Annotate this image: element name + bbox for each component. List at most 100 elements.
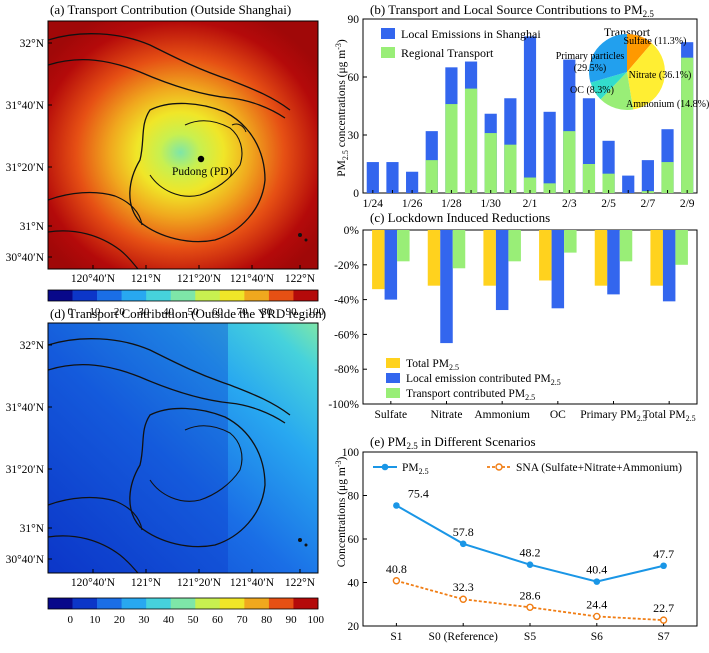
coastline xyxy=(48,33,291,111)
colorbar-swatch xyxy=(170,290,196,301)
pie-label: Ammonium (14.8%) xyxy=(626,99,709,110)
data-label: 40.8 xyxy=(386,562,407,576)
colorbar-swatch xyxy=(121,598,147,609)
map-a: (a) Transport Contribution (Outside Shan… xyxy=(6,2,325,318)
y-tick-label: 60 xyxy=(348,72,360,84)
x-tick-label: 1/24 xyxy=(363,198,384,210)
legend-marker-sna xyxy=(495,463,503,471)
x-tick-label-text: Sulfate xyxy=(375,409,408,421)
legend-label: Local Emissions in Shanghai xyxy=(401,27,541,41)
bar-total xyxy=(650,230,663,286)
bar-local-emissions xyxy=(523,36,537,194)
legend-swatch xyxy=(386,373,400,383)
x-tick-label-text: Primary PM xyxy=(580,409,637,421)
colorbar-swatch xyxy=(170,598,196,609)
colorbar-swatch xyxy=(146,598,172,609)
lat-label: 31°20′N xyxy=(6,162,45,174)
colorbar-tick-label: 50 xyxy=(188,614,200,626)
x-tick-label: 2/1 xyxy=(523,198,538,210)
colorbar-swatch xyxy=(97,290,122,301)
colorbar-tick-label: 10 xyxy=(89,306,101,318)
colorbar-swatch xyxy=(121,290,147,301)
chart-e: (e) PM2.5 in Different Scenarios 20 40 60 8… xyxy=(334,434,698,643)
data-label: 28.6 xyxy=(520,588,541,602)
colorbar-swatch xyxy=(219,598,245,609)
legend-label-text: PM xyxy=(402,462,419,474)
bar-regional-transport xyxy=(464,88,478,193)
point-sna xyxy=(459,595,467,603)
x-tick-label: 1/30 xyxy=(480,198,501,210)
point-pm25 xyxy=(660,562,667,570)
bar-regional-transport xyxy=(681,57,694,193)
bar-transport xyxy=(508,230,521,262)
y-tick-label: 80 xyxy=(348,491,360,503)
x-tick-label: S6 xyxy=(591,631,603,643)
legend-swatch xyxy=(386,388,400,398)
legend-label: SNA (Sulfate+Nitrate+Ammonium) xyxy=(516,462,682,474)
bar-total xyxy=(539,230,552,281)
pie-label: Sulfate (11.3%) xyxy=(624,36,687,47)
legend-label-sub: 2.5 xyxy=(419,467,429,476)
colorbar-swatch xyxy=(146,290,172,301)
map-a-title: (a) Transport Contribution (Outside Shan… xyxy=(50,2,291,17)
colorbar-tick-label: 30 xyxy=(138,306,150,318)
map-a-lat-labels: 32°N 31°40′N 31°20′N 31°N 30°40′N xyxy=(6,38,52,264)
y-tick-label: -80% xyxy=(334,364,359,376)
colorbar-tick-label: 70 xyxy=(237,306,249,318)
lat-label: 30°40′N xyxy=(6,252,45,264)
lat-label: 31°40′N xyxy=(6,402,45,414)
x-tick-label-text: Total PM xyxy=(643,409,686,421)
colorbar-swatch xyxy=(268,290,294,301)
bar-local-emissions xyxy=(366,162,379,193)
colorbar-tick-label: 30 xyxy=(138,614,150,626)
point-pm25 xyxy=(593,578,601,585)
point-pm25 xyxy=(459,540,467,548)
lon-label: 122°N xyxy=(285,273,316,285)
colorbar-swatch xyxy=(244,290,270,301)
x-tick-label: S7 xyxy=(658,631,670,643)
bar-total xyxy=(483,230,496,286)
colorbar-swatch xyxy=(97,598,122,609)
colorbar-swatch xyxy=(48,598,73,609)
pie-label-line: (29.5%) xyxy=(574,63,607,74)
colorbar-tick-label: 20 xyxy=(114,614,126,626)
bar-regional-transport xyxy=(484,133,497,193)
data-label: 24.4 xyxy=(586,597,607,611)
colorbar-tick-label: 60 xyxy=(212,306,224,318)
chart-b-legend: Local Emissions in Shanghai Regional Tran… xyxy=(381,27,541,60)
bar-transport xyxy=(452,230,466,269)
colorbar-tick-label: 20 xyxy=(114,306,126,318)
lon-label: 121°40′N xyxy=(230,577,275,589)
bar-regional-transport xyxy=(661,162,674,193)
x-tick-label: 1/26 xyxy=(402,198,423,210)
colorbar-swatch xyxy=(268,598,294,609)
y-tick-label: 100 xyxy=(342,447,360,459)
bar-local-emissions xyxy=(386,162,399,193)
chart-b: (b) Transport and Local Source Contribut… xyxy=(334,2,709,210)
colorbar-tick-label: 50 xyxy=(188,306,200,318)
map-a-lon-labels: 120°40′N 121°N 121°20′N 121°40′N 122°N xyxy=(71,265,316,285)
colorbar-tick-label: 40 xyxy=(163,306,175,318)
pie-slice xyxy=(589,34,627,83)
lon-label: 121°N xyxy=(131,273,162,285)
x-tick-label: 2/9 xyxy=(680,198,695,210)
pie-slice xyxy=(627,34,652,72)
bar-local-emissions xyxy=(622,175,635,193)
bar-transport xyxy=(564,230,577,253)
lat-label: 32°N xyxy=(20,38,45,50)
x-tick-label: S0 (Reference) xyxy=(429,631,498,643)
data-label: 57.8 xyxy=(453,525,474,539)
colorbar-tick-label: 100 xyxy=(307,306,324,318)
legend-swatch xyxy=(386,358,400,368)
pie-slice xyxy=(627,43,665,110)
bar-local xyxy=(551,230,565,309)
data-label: 32.3 xyxy=(453,580,474,594)
x-tick-label: S1 xyxy=(390,631,402,643)
map-d-title: (d) Transport Contribution (Outside the … xyxy=(50,306,326,321)
chart-e-legend: PM2.5 SNA (Sulfate+Nitrate+Ammonium) xyxy=(373,462,682,476)
x-tick-label: 1/28 xyxy=(441,198,462,210)
legend-marker-pm25 xyxy=(381,463,389,471)
x-tick-label: 2/3 xyxy=(562,198,577,210)
x-tick-label: 2/5 xyxy=(601,198,616,210)
